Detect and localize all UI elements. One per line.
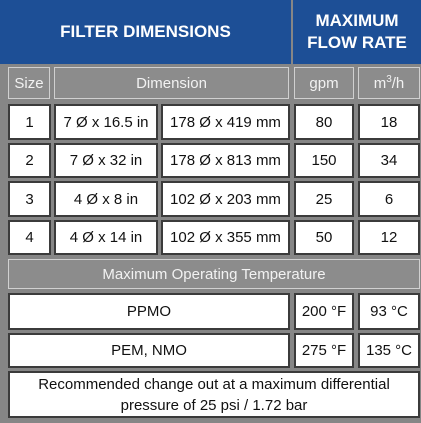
fahrenheit-cell: 275 °F xyxy=(294,333,354,368)
m3h-cell: 18 xyxy=(358,104,420,140)
dimension-mm-cell: 102 Ø x 203 mm xyxy=(161,181,290,217)
dimension-inches-cell: 7 Ø x 16.5 in xyxy=(54,104,158,140)
dimension-mm-cell: 102 Ø x 355 mm xyxy=(161,220,290,255)
m3h-cell: 34 xyxy=(358,143,420,178)
gpm-cell: 50 xyxy=(294,220,354,255)
max-flow-rate-header: MAXIMUM FLOW RATE xyxy=(293,0,421,64)
size-cell: 1 xyxy=(8,104,51,140)
max-flow-rate-line1: MAXIMUM xyxy=(315,11,399,30)
material-cell: PEM, NMO xyxy=(8,333,290,368)
size-column-header: Size xyxy=(8,67,50,99)
material-cell: PPMO xyxy=(8,293,290,330)
size-cell: 4 xyxy=(8,220,51,255)
celsius-cell: 93 °C xyxy=(358,293,420,330)
max-operating-temperature-header: Maximum Operating Temperature xyxy=(8,259,420,289)
dimension-mm-cell: 178 Ø x 813 mm xyxy=(161,143,290,178)
gpm-cell: 25 xyxy=(294,181,354,217)
dimension-inches-cell: 4 Ø x 8 in xyxy=(54,181,158,217)
m3h-cell: 12 xyxy=(358,220,420,255)
dimension-column-header: Dimension xyxy=(54,67,289,99)
gpm-column-header: gpm xyxy=(294,67,354,99)
filter-dimensions-title: FILTER DIMENSIONS xyxy=(60,22,231,41)
m3h-label: m3/h xyxy=(373,73,405,92)
m3h-cell: 6 xyxy=(358,181,420,217)
size-cell: 3 xyxy=(8,181,51,217)
change-out-note: Recommended change out at a maximum diff… xyxy=(8,371,420,418)
fahrenheit-cell: 200 °F xyxy=(294,293,354,330)
celsius-cell: 135 °C xyxy=(358,333,420,368)
gpm-cell: 150 xyxy=(294,143,354,178)
filter-dimensions-header: FILTER DIMENSIONS xyxy=(0,0,291,64)
m3h-column-header: m3/h xyxy=(358,67,420,99)
size-cell: 2 xyxy=(8,143,51,178)
gpm-cell: 80 xyxy=(294,104,354,140)
dimension-inches-cell: 4 Ø x 14 in xyxy=(54,220,158,255)
dimension-mm-cell: 178 Ø x 419 mm xyxy=(161,104,290,140)
max-flow-rate-line2: FLOW RATE xyxy=(307,33,407,52)
dimension-inches-cell: 7 Ø x 32 in xyxy=(54,143,158,178)
